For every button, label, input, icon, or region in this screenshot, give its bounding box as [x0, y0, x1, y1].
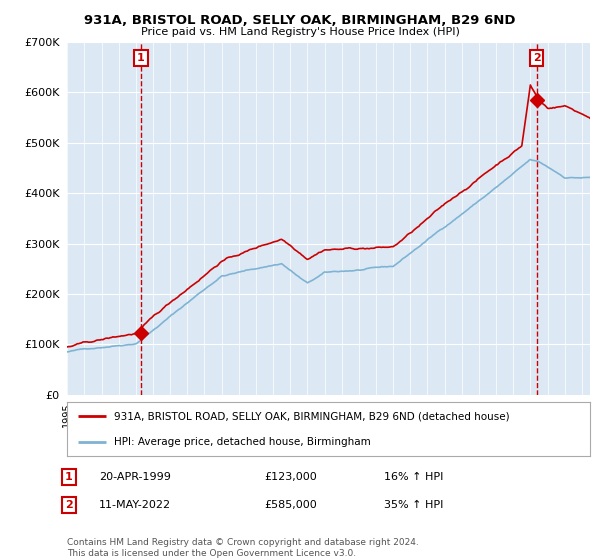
Text: Price paid vs. HM Land Registry's House Price Index (HPI): Price paid vs. HM Land Registry's House …	[140, 27, 460, 37]
Text: 931A, BRISTOL ROAD, SELLY OAK, BIRMINGHAM, B29 6ND: 931A, BRISTOL ROAD, SELLY OAK, BIRMINGHA…	[84, 14, 516, 27]
Text: 2: 2	[533, 53, 541, 63]
Text: 11-MAY-2022: 11-MAY-2022	[99, 500, 171, 510]
Text: 35% ↑ HPI: 35% ↑ HPI	[384, 500, 443, 510]
Text: 16% ↑ HPI: 16% ↑ HPI	[384, 472, 443, 482]
Text: £123,000: £123,000	[264, 472, 317, 482]
Text: HPI: Average price, detached house, Birmingham: HPI: Average price, detached house, Birm…	[114, 437, 371, 446]
Text: 1: 1	[137, 53, 145, 63]
Text: 1: 1	[65, 472, 73, 482]
Text: Contains HM Land Registry data © Crown copyright and database right 2024.: Contains HM Land Registry data © Crown c…	[67, 538, 419, 547]
Text: 2: 2	[65, 500, 73, 510]
Text: 20-APR-1999: 20-APR-1999	[99, 472, 171, 482]
Text: 931A, BRISTOL ROAD, SELLY OAK, BIRMINGHAM, B29 6ND (detached house): 931A, BRISTOL ROAD, SELLY OAK, BIRMINGHA…	[114, 412, 510, 421]
Text: This data is licensed under the Open Government Licence v3.0.: This data is licensed under the Open Gov…	[67, 549, 356, 558]
Text: £585,000: £585,000	[264, 500, 317, 510]
